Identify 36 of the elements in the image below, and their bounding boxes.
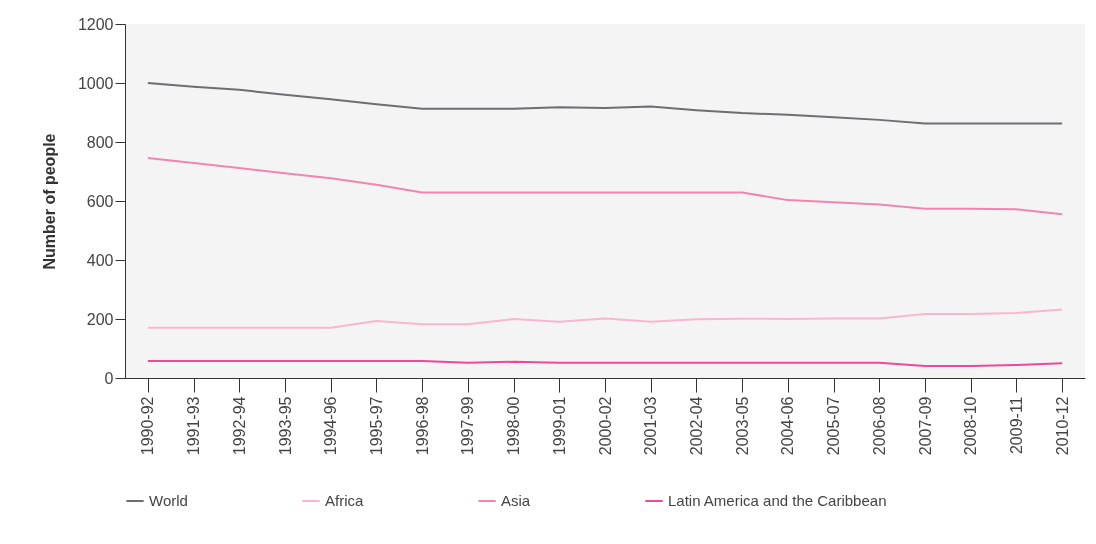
legend-label: Asia <box>501 492 531 509</box>
y-tick-label: 600 <box>86 192 114 210</box>
y-tick-label: 1000 <box>77 74 114 92</box>
legend-label: World <box>149 492 188 509</box>
line-series <box>146 308 1064 329</box>
x-tick-label: 1993-95 <box>276 396 294 456</box>
x-tick-label: 2003-05 <box>733 396 751 456</box>
x-tick-label: 2001-03 <box>642 396 660 456</box>
y-tick-label: 0 <box>104 369 114 387</box>
x-tick-label: 1990-92 <box>139 396 157 456</box>
x-tick-label: 2000-02 <box>596 396 614 456</box>
x-tick-label: 1991-93 <box>185 396 203 456</box>
x-tick-label: 1996-98 <box>413 396 431 456</box>
x-tick-label: 1999-01 <box>550 396 568 456</box>
x-tick-label: 1992-94 <box>230 396 248 456</box>
y-axis-title: Number of people <box>40 133 58 270</box>
legend-label: Africa <box>325 492 364 509</box>
x-tick-label: 2005-07 <box>825 396 843 456</box>
line-series <box>146 156 1064 216</box>
x-tick-label: 2009-11 <box>1007 396 1025 455</box>
y-tick-label: 200 <box>86 310 114 328</box>
y-tick-label: 1200 <box>77 15 114 33</box>
x-tick-label: 2002-04 <box>687 396 705 456</box>
x-tick-label: 1997-99 <box>459 396 477 456</box>
legend-label: Latin America and the Caribbean <box>668 492 887 509</box>
x-tick-label: 1998-00 <box>505 396 523 456</box>
y-tick-label: 400 <box>86 251 114 269</box>
y-tick-label: 800 <box>86 133 114 151</box>
x-tick-label: 1994-96 <box>322 396 340 456</box>
line-series <box>146 82 1064 125</box>
x-tick-label: 2010-12 <box>1053 396 1071 456</box>
x-tick-label: 2008-10 <box>962 396 980 456</box>
x-tick-label: 2007-09 <box>916 396 934 456</box>
x-tick-label: 1995-97 <box>367 396 385 456</box>
x-tick-label: 2004-06 <box>779 396 797 456</box>
x-tick-label: 2006-08 <box>870 396 888 456</box>
